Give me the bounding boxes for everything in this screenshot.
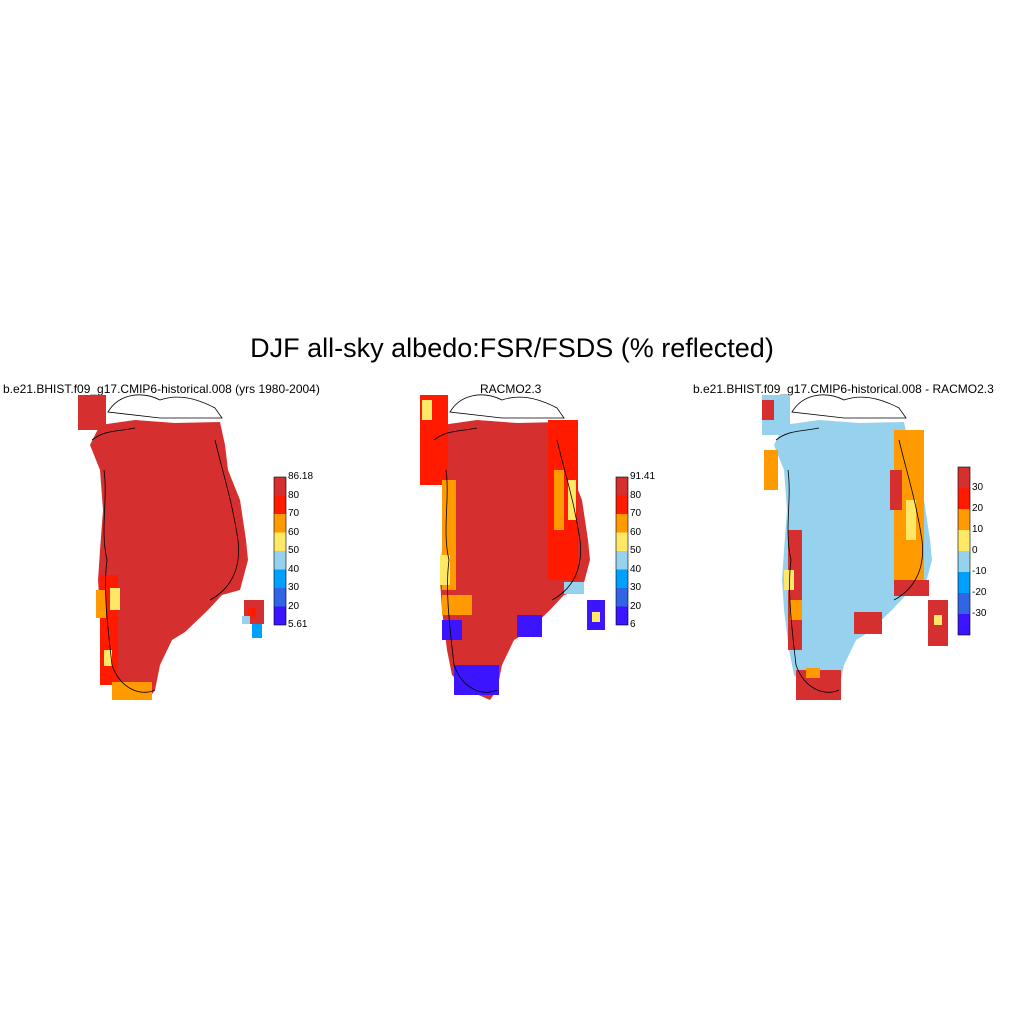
colorbar-2-box xyxy=(616,532,628,551)
colorbar-2-frame xyxy=(615,476,629,626)
colorbar-1-label: 70 xyxy=(288,508,300,519)
colorbar-1-label: 50 xyxy=(288,545,300,556)
panel-1-map xyxy=(78,394,264,700)
colorbar-3-label: 0 xyxy=(972,545,978,556)
panel-2-northwest-yellow xyxy=(422,400,432,420)
panel-3-iceland-yellow xyxy=(934,615,942,625)
panel-3-map xyxy=(762,394,948,700)
colorbar-3-box xyxy=(958,530,970,551)
colorbar-3-label: 10 xyxy=(972,524,984,535)
colorbar-2-label: 40 xyxy=(630,563,642,575)
colorbar-3-label: -20 xyxy=(972,587,987,598)
panel-3-northwest-orange xyxy=(764,450,778,490)
colorbar-2-box xyxy=(616,495,628,514)
panel-2-title: RACMO2.3 xyxy=(480,382,542,396)
colorbar-2-box xyxy=(616,606,628,625)
colorbar-3-label: -30 xyxy=(972,608,987,619)
colorbar-1-label: 5.61 xyxy=(288,619,308,630)
colorbar-3-box xyxy=(958,614,970,635)
panel-1-iceland-blue xyxy=(242,616,250,624)
colorbar-1-box xyxy=(274,606,286,625)
colorbar-1-box xyxy=(274,588,286,607)
colorbar-1-box xyxy=(274,477,286,496)
colorbar-3-box xyxy=(958,488,970,509)
panel-1-arctic-cell xyxy=(78,395,106,430)
colorbar-2-label: 91.41 xyxy=(630,471,656,482)
colorbar-1-label: 86.18 xyxy=(288,471,314,482)
panel-3-west-orange xyxy=(790,600,802,620)
panel-2-east-orange xyxy=(554,470,564,530)
panel-2-iceland-yellow xyxy=(592,612,600,622)
panel-3-east-yellow xyxy=(906,500,916,540)
panel-3-south-orange xyxy=(806,668,820,678)
colorbar-2-label: 60 xyxy=(630,526,642,538)
panel-2-west-yellow xyxy=(440,555,450,585)
colorbar-3-box xyxy=(958,467,970,488)
panel-2-southwest-orange xyxy=(442,595,472,615)
colorbar-1-box xyxy=(274,495,286,514)
colorbar-3-label: 20 xyxy=(972,503,984,514)
colorbar-2-label: 50 xyxy=(630,545,642,556)
colorbar-1-label: 30 xyxy=(288,582,300,593)
colorbar-1-label: 20 xyxy=(288,600,300,612)
panel-2-southwest-blue xyxy=(442,620,462,640)
colorbars xyxy=(273,466,971,636)
panel-2-south-tip xyxy=(454,665,499,695)
colorbar-2-box xyxy=(616,551,628,570)
colorbar-2-box xyxy=(616,569,628,588)
colorbar-1-label: 80 xyxy=(288,489,300,501)
panel-1-iceland-red xyxy=(248,608,256,618)
colorbar-3-frame xyxy=(957,466,971,636)
panel-1-west-coast-yellow xyxy=(110,588,120,610)
colorbar-2-label: 30 xyxy=(630,582,642,593)
colorbar-3-label: 30 xyxy=(972,482,984,493)
colorbar-1-box xyxy=(274,551,286,570)
colorbar-3-box xyxy=(958,593,970,614)
panel-2-east-blue xyxy=(564,582,584,594)
panel-3-northwest-red xyxy=(762,400,774,420)
panel-3-title: b.e21.BHIST.f09_g17.CMIP6-historical.008… xyxy=(693,382,994,396)
panel-3-southeast-red xyxy=(854,612,882,634)
colorbar-1-label: 40 xyxy=(288,563,300,575)
panel-2-southeast-blue xyxy=(517,615,542,637)
panel-1-south-yellow xyxy=(104,650,112,666)
colorbar-1-box xyxy=(274,532,286,551)
panel-1-south-tip xyxy=(112,682,152,700)
panel-1-west-coast-orange xyxy=(96,590,106,618)
colorbar-2-label: 80 xyxy=(630,489,642,501)
colorbar-1-frame xyxy=(273,476,287,626)
panel-3-east-lower-red xyxy=(894,580,929,596)
colorbar-2-box xyxy=(616,514,628,533)
colorbar-3-label: -10 xyxy=(972,566,987,577)
colorbar-2-label: 70 xyxy=(630,508,642,519)
colorbar-1-box xyxy=(274,569,286,588)
panel-2-map xyxy=(420,394,605,700)
colorbar-3-box xyxy=(958,509,970,530)
panel-1-iceland-cyan xyxy=(252,624,262,638)
panel-1-title: b.e21.BHIST.f09_g17.CMIP6-historical.008… xyxy=(3,382,320,396)
colorbar-1-label: 60 xyxy=(288,526,300,538)
colorbar-2-label: 20 xyxy=(630,600,642,612)
colorbar-1-box xyxy=(274,514,286,533)
colorbar-2-box xyxy=(616,477,628,496)
colorbar-3-box xyxy=(958,572,970,593)
colorbar-2-label: 6 xyxy=(630,619,636,630)
panel-3-west-yellow xyxy=(784,570,794,590)
colorbar-3-box xyxy=(958,551,970,572)
panel-3-east-red xyxy=(890,470,902,510)
colorbar-2-box xyxy=(616,588,628,607)
figure-title: DJF all-sky albedo:FSR/FSDS (% reflected… xyxy=(250,333,774,363)
